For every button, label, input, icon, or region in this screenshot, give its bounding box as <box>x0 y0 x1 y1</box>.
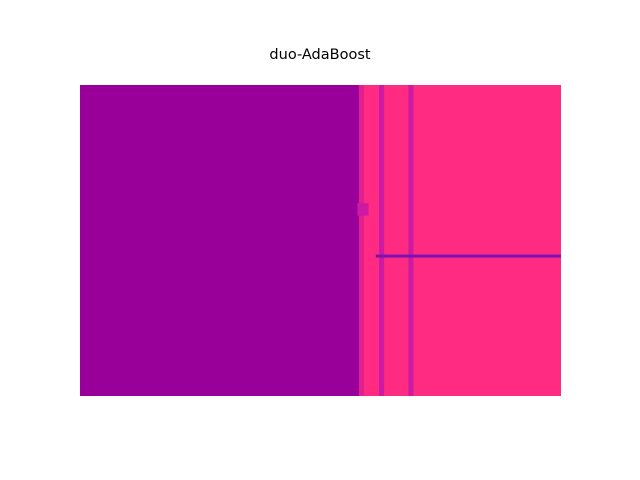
decision-boundaries <box>357 85 561 396</box>
region-right <box>361 85 561 396</box>
plot-area <box>80 85 561 396</box>
boundary-notch <box>357 203 369 216</box>
vertical-boundary-2 <box>379 85 385 396</box>
vertical-boundary-1 <box>358 85 364 396</box>
horizontal-boundary-1 <box>375 254 561 258</box>
decision-regions <box>80 85 561 396</box>
chart-title: duo-AdaBoost <box>269 47 371 63</box>
vertical-boundary-3 <box>408 85 414 396</box>
region-left <box>80 85 362 396</box>
